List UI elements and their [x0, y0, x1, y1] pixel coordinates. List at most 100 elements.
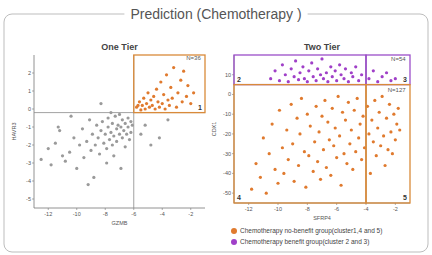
point [331, 75, 334, 78]
point [172, 66, 175, 69]
y-tick-label: -5 [26, 196, 31, 202]
point [144, 107, 147, 110]
point [121, 118, 124, 121]
point [119, 125, 122, 128]
y-tick-label: 1 [28, 88, 31, 94]
point [351, 168, 354, 171]
point [92, 176, 95, 179]
point [297, 164, 300, 167]
y-tick [32, 73, 34, 74]
point [298, 71, 301, 74]
y-tick [32, 163, 34, 164]
point [348, 142, 351, 145]
point [142, 97, 145, 100]
point [146, 91, 149, 94]
title: Prediction (Chemotherapy ) [130, 6, 301, 22]
point [82, 156, 85, 159]
point [145, 102, 148, 105]
point [379, 144, 382, 147]
point [95, 124, 98, 127]
point [166, 98, 169, 101]
point [370, 119, 373, 122]
region-label: 1 [198, 104, 202, 111]
point [273, 168, 276, 171]
point [353, 109, 356, 112]
point [378, 111, 381, 114]
chart: Two Tier-12-10-8-6-4-2-50-40-30-20-10010… [211, 42, 410, 246]
point [269, 77, 272, 80]
point [154, 107, 157, 110]
point [118, 113, 121, 116]
point [125, 133, 128, 136]
point [141, 104, 144, 107]
point [129, 131, 132, 134]
point [385, 117, 388, 120]
point [310, 61, 313, 64]
point [329, 174, 332, 177]
point [159, 80, 162, 83]
point [392, 113, 395, 116]
y-tick [32, 145, 34, 146]
y-tick-label: 0 [228, 91, 231, 97]
point [175, 106, 178, 109]
point [276, 182, 279, 185]
point [81, 127, 84, 130]
point [395, 122, 398, 125]
point [383, 164, 386, 167]
y-tick [32, 199, 34, 200]
point [114, 115, 117, 118]
point [301, 65, 304, 68]
points [40, 66, 196, 186]
point [293, 180, 296, 183]
point [85, 140, 88, 143]
point [57, 125, 60, 128]
point [295, 117, 298, 120]
point [385, 71, 388, 74]
point [287, 158, 290, 161]
point [386, 148, 389, 151]
point [94, 143, 97, 146]
point [109, 131, 112, 134]
annotation: N=54 [391, 56, 406, 62]
point [105, 161, 108, 164]
y-tick [32, 181, 34, 182]
y-tick-label: -2 [26, 142, 31, 148]
point [182, 70, 185, 73]
x-tick [162, 208, 163, 210]
point [107, 125, 110, 128]
point [307, 154, 310, 157]
point [334, 126, 337, 129]
x-tick-label: -12 [44, 211, 52, 217]
y-tick [32, 91, 34, 92]
point [332, 144, 335, 147]
point [307, 69, 310, 72]
point [291, 142, 294, 145]
y-tick-label: -30 [223, 151, 231, 157]
point [164, 107, 167, 110]
point [338, 63, 341, 66]
point [124, 145, 127, 148]
x-axis [34, 208, 205, 209]
region [366, 85, 410, 203]
point [176, 91, 179, 94]
point [151, 104, 154, 107]
point [320, 57, 323, 60]
title-background [124, 4, 307, 22]
point [389, 130, 392, 133]
point [54, 142, 57, 145]
point [99, 129, 102, 132]
point [323, 99, 326, 102]
point [369, 172, 372, 175]
point [148, 106, 151, 109]
point [78, 143, 81, 146]
point [126, 125, 129, 128]
point [350, 128, 353, 131]
point [179, 79, 182, 82]
point [290, 67, 293, 70]
point [290, 103, 293, 106]
point [391, 152, 394, 155]
point [273, 69, 276, 72]
point [357, 136, 360, 139]
chart-title: Two Tier [304, 42, 341, 52]
point [287, 80, 290, 83]
